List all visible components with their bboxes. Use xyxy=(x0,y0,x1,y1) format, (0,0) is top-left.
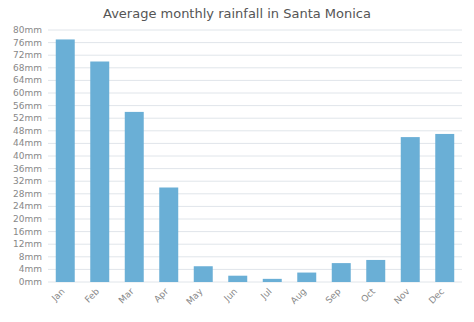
bar xyxy=(194,266,213,282)
y-tick-label: 68mm xyxy=(13,63,42,73)
grid-line xyxy=(48,256,462,257)
x-tick-label: Nov xyxy=(392,286,412,306)
y-tick-label: 0mm xyxy=(19,277,42,287)
x-tick-label: Jul xyxy=(258,286,273,301)
x-tick-label: Oct xyxy=(359,286,377,304)
bar xyxy=(435,134,454,282)
y-tick-label: 8mm xyxy=(19,252,42,262)
y-tick-label: 24mm xyxy=(13,201,42,211)
y-tick-label: 64mm xyxy=(13,75,42,85)
y-tick-label: 60mm xyxy=(13,88,42,98)
y-tick-label: 16mm xyxy=(13,227,42,237)
bar xyxy=(263,279,282,282)
y-tick-label: 56mm xyxy=(13,101,42,111)
x-tick-label: Jan xyxy=(49,286,67,304)
x-tick-label: Sep xyxy=(324,286,343,305)
grid-line xyxy=(48,143,462,144)
grid-line xyxy=(48,193,462,194)
y-tick-label: 72mm xyxy=(13,50,42,60)
bar xyxy=(297,273,316,282)
grid-line xyxy=(48,80,462,81)
grid-line xyxy=(48,168,462,169)
grid-line xyxy=(48,181,462,182)
grid-line xyxy=(48,231,462,232)
x-tick-label: May xyxy=(184,286,205,307)
bar xyxy=(90,62,109,283)
bar xyxy=(228,276,247,282)
y-tick-label: 36mm xyxy=(13,164,42,174)
y-tick-label: 76mm xyxy=(13,38,42,48)
grid-line xyxy=(48,269,462,270)
y-tick-label: 48mm xyxy=(13,126,42,136)
bar xyxy=(401,137,420,282)
grid-line xyxy=(48,30,462,31)
grid-line xyxy=(48,244,462,245)
title: Average monthly rainfall in Santa Monica xyxy=(103,6,371,21)
y-tick-label: 40mm xyxy=(13,151,42,161)
bars xyxy=(56,39,454,282)
x-axis: Jan Feb Mar Apr May Jun Jul Aug Sep Oct Nov Dec xyxy=(49,286,446,307)
x-tick-label: Aug xyxy=(289,286,309,306)
grid-line xyxy=(48,219,462,220)
y-tick-label: 80mm xyxy=(13,25,42,35)
y-tick-label: 12mm xyxy=(13,239,42,249)
grid-line xyxy=(48,282,462,283)
x-tick-label: Apr xyxy=(152,286,170,304)
grid-line xyxy=(48,55,462,56)
chart: Average monthly rainfall in Santa Monica… xyxy=(0,0,474,322)
y-tick-label: 32mm xyxy=(13,176,42,186)
y-tick-label: 28mm xyxy=(13,189,42,199)
grid xyxy=(48,30,462,282)
grid-line xyxy=(48,93,462,94)
grid-line xyxy=(48,156,462,157)
bar xyxy=(56,39,75,282)
y-axis: 0mm 4mm 8mm 12mm 16mm 20mm 24mm 28mm 32mm 36mm 40m… xyxy=(13,25,42,287)
grid-line xyxy=(48,105,462,106)
grid-line xyxy=(48,118,462,119)
grid-line xyxy=(48,42,462,43)
bar xyxy=(159,188,178,283)
bar xyxy=(125,112,144,282)
x-tick-label: Feb xyxy=(83,286,102,305)
x-tick-label: Mar xyxy=(117,286,136,305)
y-tick-label: 4mm xyxy=(19,264,42,274)
grid-line xyxy=(48,67,462,68)
y-tick-label: 44mm xyxy=(13,138,42,148)
x-tick-label: Dec xyxy=(427,286,446,305)
grid-line xyxy=(48,130,462,131)
y-tick-label: 20mm xyxy=(13,214,42,224)
bar xyxy=(332,263,351,282)
bar xyxy=(366,260,385,282)
grid-line xyxy=(48,206,462,207)
x-tick-label: Jun xyxy=(221,286,239,304)
y-tick-label: 52mm xyxy=(13,113,42,123)
